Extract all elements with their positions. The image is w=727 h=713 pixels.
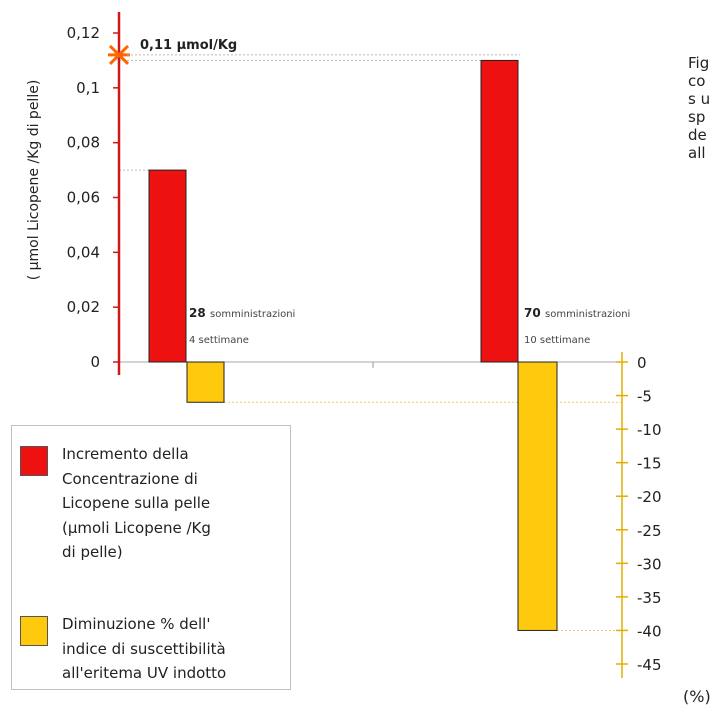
right-axis-tick-label: 0 — [637, 354, 647, 372]
left-axis-tick-label: 0,04 — [67, 243, 100, 261]
legend-label-red: Incremento della Concentrazione di Licop… — [62, 445, 211, 561]
peak-annotation: 0,11 µmol/Kg — [140, 38, 237, 53]
right-axis-tick-label: -15 — [637, 455, 662, 473]
left-axis-tick-label: 0 — [90, 353, 100, 371]
group-1-weeks: 4 settimane — [189, 335, 249, 346]
left-axis-label: ( µmol Licopene /Kg di pelle) — [26, 80, 42, 281]
legend-swatch-red — [20, 446, 48, 476]
peak-marker — [108, 44, 130, 65]
red-bar — [148, 169, 187, 363]
yellow-bar — [517, 361, 558, 631]
right-axis-tick-label: -40 — [637, 622, 662, 640]
legend: Incremento della Concentrazione di Licop… — [11, 425, 291, 690]
right-axis-tick-label: -20 — [637, 488, 662, 506]
left-axis-tick-label: 0,06 — [67, 189, 100, 207]
right-axis-tick-label: -25 — [637, 522, 662, 540]
legend-item-yellow: Diminuzione % dell' indice di suscettibi… — [20, 612, 277, 686]
left-axis-tick-label: 0,1 — [76, 79, 100, 97]
right-axis-tick-label: -45 — [637, 656, 662, 674]
right-axis-tick-label: -35 — [637, 589, 662, 607]
left-axis-tick-label: 0,08 — [67, 134, 100, 152]
yellow-bar — [186, 361, 225, 403]
group-2-count: 70 — [524, 306, 541, 320]
group-1-count: 28 — [189, 306, 206, 320]
group-2-count-text: somministrazioni — [545, 309, 630, 320]
right-axis-tick-label: -30 — [637, 555, 662, 573]
figure-caption-fragment: Fig co s u sp de all — [688, 54, 711, 162]
group-1-count-text: somministrazioni — [210, 309, 295, 320]
right-axis-tick-label: -5 — [637, 388, 652, 406]
legend-item-red: Incremento della Concentrazione di Licop… — [20, 442, 277, 565]
legend-label-yellow: Diminuzione % dell' indice di suscettibi… — [62, 615, 227, 682]
right-axis-unit: (%) — [683, 687, 711, 706]
legend-swatch-yellow — [20, 616, 48, 646]
right-axis-tick-label: -10 — [637, 421, 662, 439]
group-2-weeks: 10 settimane — [524, 335, 590, 346]
left-axis-tick-label: 0,12 — [67, 24, 100, 42]
left-axis-tick-label: 0,02 — [67, 298, 100, 316]
red-bar — [480, 59, 519, 363]
